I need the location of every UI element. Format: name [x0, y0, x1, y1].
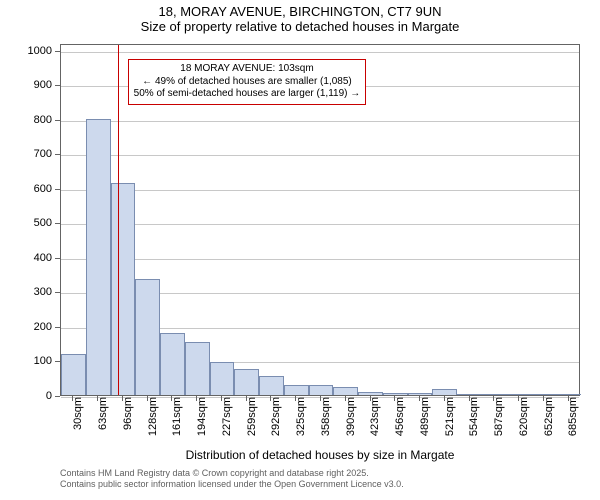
- xtick-label: 620sqm: [518, 397, 530, 436]
- annotation-box: 18 MORAY AVENUE: 103sqm← 49% of detached…: [128, 59, 367, 105]
- ytick-label: 800: [0, 114, 52, 126]
- xtick-label: 652sqm: [543, 397, 555, 436]
- gridline: [61, 121, 579, 122]
- histogram-bar: [160, 333, 185, 395]
- annotation-line-3: 50% of semi-detached houses are larger (…: [134, 88, 361, 101]
- gridline: [61, 155, 579, 156]
- ytick-label: 200: [0, 321, 52, 333]
- xtick-label: 259sqm: [246, 397, 258, 436]
- histogram-bar: [61, 354, 86, 395]
- title-line-2: Size of property relative to detached ho…: [0, 19, 600, 34]
- xtick-label: 423sqm: [370, 397, 382, 436]
- histogram-bar: [432, 389, 457, 395]
- histogram-bar: [507, 394, 532, 395]
- ytick-mark: [55, 120, 60, 121]
- xtick-label: 587sqm: [493, 397, 505, 436]
- ytick-mark: [55, 327, 60, 328]
- gridline: [61, 224, 579, 225]
- xtick-label: 63sqm: [97, 397, 109, 430]
- footer-line-2: Contains public sector information licen…: [60, 479, 404, 490]
- footer-block: Contains HM Land Registry data © Crown c…: [60, 468, 404, 490]
- histogram-bar: [531, 394, 556, 395]
- ytick-mark: [55, 154, 60, 155]
- title-block: 18, MORAY AVENUE, BIRCHINGTON, CT7 9UN S…: [0, 0, 600, 34]
- footer-line-1: Contains HM Land Registry data © Crown c…: [60, 468, 404, 479]
- histogram-bar: [383, 393, 408, 395]
- xtick-label: 489sqm: [419, 397, 431, 436]
- histogram-bar: [333, 387, 358, 395]
- histogram-bar: [358, 392, 383, 395]
- histogram-bar: [259, 376, 284, 395]
- xtick-label: 96sqm: [122, 397, 134, 430]
- ytick-label: 1000: [0, 45, 52, 57]
- xtick-label: 227sqm: [221, 397, 233, 436]
- histogram-bar: [284, 385, 309, 395]
- reference-line: [118, 45, 119, 395]
- histogram-bar: [111, 183, 136, 395]
- ytick-mark: [55, 51, 60, 52]
- xtick-label: 390sqm: [345, 397, 357, 436]
- ytick-mark: [55, 361, 60, 362]
- histogram-bar: [309, 385, 334, 395]
- xtick-label: 554sqm: [469, 397, 481, 436]
- ytick-label: 700: [0, 148, 52, 160]
- ytick-label: 500: [0, 217, 52, 229]
- xtick-label: 161sqm: [171, 397, 183, 436]
- ytick-mark: [55, 258, 60, 259]
- xtick-label: 456sqm: [394, 397, 406, 436]
- gridline: [61, 190, 579, 191]
- ytick-label: 300: [0, 286, 52, 298]
- title-line-1: 18, MORAY AVENUE, BIRCHINGTON, CT7 9UN: [0, 4, 600, 19]
- histogram-bar: [86, 119, 111, 395]
- xtick-label: 292sqm: [270, 397, 282, 436]
- xtick-label: 521sqm: [444, 397, 456, 436]
- x-axis-label: Distribution of detached houses by size …: [60, 448, 580, 462]
- histogram-bar: [185, 342, 210, 395]
- histogram-bar: [556, 394, 581, 395]
- annotation-line-1: 18 MORAY AVENUE: 103sqm: [134, 63, 361, 76]
- ytick-mark: [55, 396, 60, 397]
- histogram-bar: [210, 362, 235, 395]
- gridline: [61, 52, 579, 53]
- histogram-bar: [457, 394, 482, 395]
- xtick-label: 30sqm: [72, 397, 84, 430]
- histogram-bar: [135, 279, 160, 395]
- xtick-label: 194sqm: [196, 397, 208, 436]
- histogram-bar: [482, 394, 507, 395]
- ytick-label: 600: [0, 183, 52, 195]
- xtick-label: 358sqm: [320, 397, 332, 436]
- xtick-label: 685sqm: [568, 397, 580, 436]
- ytick-mark: [55, 223, 60, 224]
- xtick-label: 128sqm: [147, 397, 159, 436]
- plot-area: 18 MORAY AVENUE: 103sqm← 49% of detached…: [60, 44, 580, 396]
- annotation-line-2: ← 49% of detached houses are smaller (1,…: [134, 76, 361, 89]
- ytick-label: 0: [0, 390, 52, 402]
- ytick-mark: [55, 292, 60, 293]
- chart-container: 18, MORAY AVENUE, BIRCHINGTON, CT7 9UN S…: [0, 0, 600, 500]
- histogram-bar: [234, 369, 259, 395]
- ytick-label: 100: [0, 355, 52, 367]
- ytick-label: 900: [0, 79, 52, 91]
- ytick-mark: [55, 189, 60, 190]
- ytick-label: 400: [0, 252, 52, 264]
- histogram-bar: [408, 393, 433, 395]
- ytick-mark: [55, 85, 60, 86]
- gridline: [61, 259, 579, 260]
- xtick-label: 325sqm: [295, 397, 307, 436]
